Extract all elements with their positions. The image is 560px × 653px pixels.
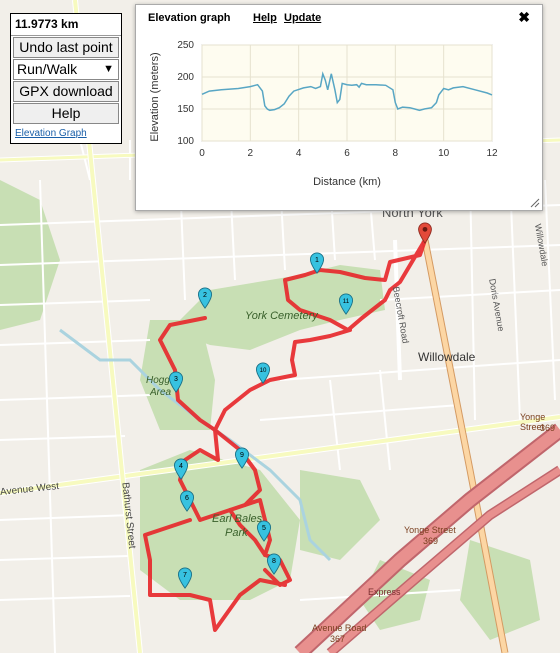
elevation-graph-title: Elevation graph (148, 12, 231, 24)
x-tick-label: 12 (486, 148, 498, 159)
route-marker-label: 9 (240, 452, 244, 459)
route-marker-2[interactable]: 2 (197, 287, 213, 309)
y-tick-label: 150 (177, 104, 194, 115)
map-pin-icon (179, 490, 195, 512)
undo-last-point-button[interactable]: Undo last point (13, 37, 119, 58)
route-marker-label: 1 (315, 257, 319, 264)
route-marker-label: 10 (260, 367, 267, 374)
valley-area (300, 470, 380, 560)
route-marker-label: 3 (174, 376, 178, 383)
x-tick-label: 6 (344, 148, 350, 159)
route-marker-label: 6 (185, 495, 189, 502)
southeast-park-area (460, 540, 540, 640)
map-pin-icon (338, 293, 354, 315)
distance-readout: 11.9773 km (11, 14, 121, 36)
x-tick-label: 0 (199, 148, 205, 159)
map-pin-icon (256, 520, 272, 542)
route-marker-3[interactable]: 3 (168, 371, 184, 393)
route-marker-label: 5 (262, 525, 266, 532)
map-pin-icon (234, 447, 250, 469)
route-marker-8[interactable]: 8 (266, 553, 282, 575)
route-start-marker[interactable] (417, 222, 433, 244)
route-marker-5[interactable]: 5 (256, 520, 272, 542)
route-marker-label: 7 (183, 572, 187, 579)
route-marker-label: 2 (203, 292, 207, 299)
activity-select[interactable]: Run/Walk ▼ (13, 59, 119, 80)
route-marker-7[interactable]: 7 (177, 567, 193, 589)
york-cemetery-area (170, 265, 385, 350)
minor-streets (0, 59, 560, 653)
route-marker-label: 11 (343, 298, 350, 305)
route-marker-11[interactable]: 11 (338, 293, 354, 315)
west-park-area (0, 180, 60, 330)
elevation-graph-link[interactable]: Elevation Graph (15, 128, 87, 139)
x-tick-label: 10 (438, 148, 450, 159)
gpx-download-button[interactable]: GPX download (13, 81, 119, 102)
map-pin-icon (173, 458, 189, 480)
route-marker-label: 4 (179, 463, 183, 470)
elevation-chart: 0 2 4 6 8 10 12 100 150 200 250 Distance (km) Elev… (149, 40, 498, 188)
route-marker-label: 8 (272, 558, 276, 565)
control-panel: 11.9773 km Undo last point Run/Walk ▼ GP… (10, 13, 122, 144)
x-tick-label: 4 (296, 148, 302, 159)
close-icon[interactable]: ✖ (518, 9, 530, 25)
map-pin-icon (168, 371, 184, 393)
x-tick-label: 2 (248, 148, 254, 159)
elevation-help-link[interactable]: Help (253, 12, 277, 24)
elevation-graph-header: Elevation graph Help Update ✖ (136, 5, 542, 27)
activity-select-value: Run/Walk (17, 61, 78, 77)
y-tick-label: 250 (177, 40, 194, 51)
map-pin-icon (255, 362, 271, 384)
x-axis-label: Distance (km) (313, 176, 381, 188)
chevron-down-icon: ▼ (103, 63, 114, 75)
route-marker-6[interactable]: 6 (179, 490, 195, 512)
map-pin-icon (197, 287, 213, 309)
y-tick-label: 100 (177, 136, 194, 147)
resize-grip-icon[interactable] (530, 198, 540, 208)
map-pin-icon (177, 567, 193, 589)
help-button[interactable]: Help (13, 103, 119, 124)
highway (294, 423, 560, 653)
x-tick-label: 8 (393, 148, 399, 159)
y-axis-label: Elevation (meters) (149, 52, 161, 141)
elevation-update-link[interactable]: Update (284, 12, 322, 24)
elevation-series-line (201, 71, 493, 112)
route-marker-1[interactable]: 1 (309, 252, 325, 274)
map-pin-icon (309, 252, 325, 274)
route-marker-4[interactable]: 4 (173, 458, 189, 480)
y-tick-label: 200 (177, 72, 194, 83)
elevation-graph-window: Elevation graph Help Update ✖ 0 2 4 6 8 10 12 1… (135, 4, 543, 211)
route-marker-10[interactable]: 10 (255, 362, 271, 384)
route-marker-9[interactable]: 9 (234, 447, 250, 469)
map-pin-icon (266, 553, 282, 575)
